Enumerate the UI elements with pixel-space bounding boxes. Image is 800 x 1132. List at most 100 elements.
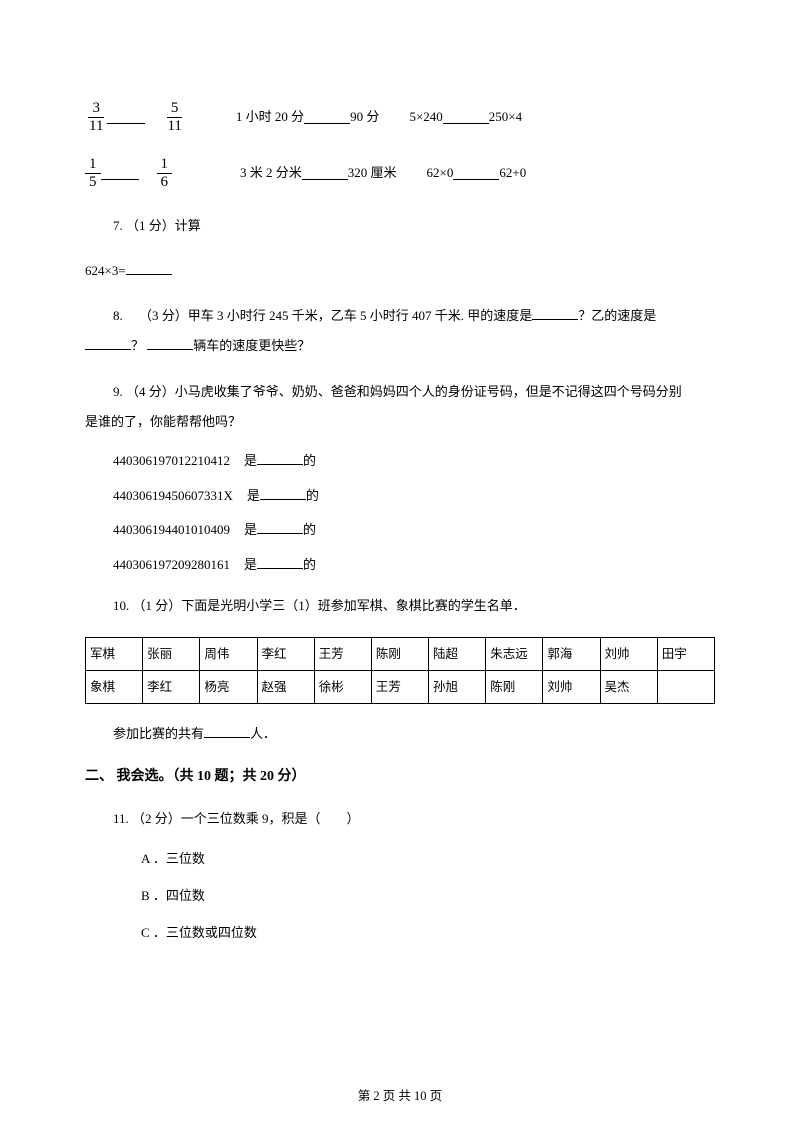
id-pre: 是 — [244, 453, 257, 468]
compare-row-2: 1 5 1 6 3 米 2 分米 320 厘米 62×0 62+0 — [85, 156, 715, 190]
table-cell: 徐彬 — [314, 670, 371, 703]
compare-row-1: 3 11 5 11 1 小时 20 分 90 分 5×240 250×4 — [85, 100, 715, 134]
answer-blank[interactable] — [257, 555, 303, 569]
id-post: 的 — [303, 557, 316, 572]
q9-id-list: 440306197012210412是的44030619450607331X是的… — [85, 451, 715, 576]
answer-blank[interactable] — [147, 336, 193, 350]
question-10: 10. （1 分）下面是光明小学三（1）班参加军棋、象棋比赛的学生名单． — [113, 592, 715, 621]
question-9: 9. （4 分）小马虎收集了爷爷、奶奶、爸爸和妈妈四个人的身份证号码，但是不记得… — [113, 377, 715, 437]
table-cell: 陈刚 — [371, 637, 428, 670]
table-cell — [657, 670, 714, 703]
answer-blank[interactable] — [260, 486, 306, 500]
table-cell: 杨亮 — [200, 670, 257, 703]
denominator: 11 — [163, 118, 185, 135]
answer-blank[interactable] — [126, 261, 172, 275]
id-row: 440306194401010409 是 的 — [113, 520, 715, 541]
len-expr-right: 320 厘米 — [348, 163, 397, 184]
answer-blank[interactable] — [532, 306, 578, 320]
id-pre: 是 — [244, 522, 257, 537]
q7-expression-line: 624×3= — [85, 257, 715, 286]
id-number: 44030619450607331X — [113, 488, 233, 503]
q10-tail-b: 人． — [250, 726, 276, 741]
time-expr-right: 90 分 — [350, 107, 379, 128]
answer-blank[interactable] — [304, 110, 350, 124]
answer-blank[interactable] — [85, 336, 131, 350]
numerator: 1 — [157, 156, 173, 174]
calc-expr-left: 62×0 — [427, 163, 454, 184]
q8-part-b: ？乙的速度是 — [578, 308, 656, 323]
table-cell: 吴杰 — [600, 670, 657, 703]
len-expr-left: 3 米 2 分米 — [240, 163, 302, 184]
id-post: 的 — [306, 488, 319, 503]
q8-part-c: ？ — [131, 338, 144, 353]
table-cell: 象棋 — [86, 670, 143, 703]
id-row: 44030619450607331X 是 的 — [113, 486, 715, 507]
calc-expr-right: 62+0 — [499, 163, 526, 184]
table-cell: 孙旭 — [429, 670, 486, 703]
table-row: 军棋张丽周伟李红王芳陈刚陆超朱志远郭海刘帅田宇 — [86, 637, 715, 670]
answer-blank[interactable] — [107, 110, 145, 124]
id-pre: 是 — [244, 557, 257, 572]
q8-part-a: 8. （3 分）甲车 3 小时行 245 千米，乙车 5 小时行 407 千米.… — [113, 308, 532, 323]
table-cell: 赵强 — [257, 670, 314, 703]
table-cell: 刘帅 — [600, 637, 657, 670]
numerator: 1 — [85, 156, 101, 174]
q7-expression: 624×3= — [85, 263, 126, 278]
section-2-header: 二、 我会选。（共 10 题；共 20 分） — [85, 766, 715, 788]
q9-lead-b: 是谁的了，你能帮帮他吗？ — [85, 414, 241, 429]
question-11: 11. （2 分）一个三位数乘 9，积是（ ） — [113, 805, 715, 834]
table-cell: 王芳 — [314, 637, 371, 670]
mul-expr-left: 5×240 — [409, 107, 442, 128]
id-row: 440306197209280161 是 的 — [113, 555, 715, 576]
id-number: 440306197012210412 — [113, 453, 230, 468]
question-7: 7. （1 分）计算 — [113, 212, 715, 241]
answer-blank[interactable] — [257, 520, 303, 534]
table-cell: 李红 — [257, 637, 314, 670]
q11-option-c[interactable]: C ．三位数或四位数 — [141, 923, 715, 944]
denominator: 11 — [85, 118, 107, 135]
q11-stem: 11. （2 分）一个三位数乘 9，积是（ ） — [113, 811, 360, 826]
table-cell: 张丽 — [143, 637, 200, 670]
id-post: 的 — [303, 522, 316, 537]
q10-tail: 参加比赛的共有 人． — [113, 720, 715, 749]
answer-blank[interactable] — [204, 724, 250, 738]
fraction-1-6: 1 6 — [157, 156, 173, 190]
denominator: 6 — [157, 174, 173, 191]
answer-blank[interactable] — [302, 166, 348, 180]
id-number: 440306194401010409 — [113, 522, 230, 537]
q10-lead: 10. （1 分）下面是光明小学三（1）班参加军棋、象棋比赛的学生名单． — [113, 598, 526, 613]
fraction-1-5: 1 5 — [85, 156, 101, 190]
question-8: 8. （3 分）甲车 3 小时行 245 千米，乙车 5 小时行 407 千米.… — [113, 301, 715, 361]
id-pre: 是 — [247, 488, 260, 503]
id-number: 440306197209280161 — [113, 557, 230, 572]
roster-table: 军棋张丽周伟李红王芳陈刚陆超朱志远郭海刘帅田宇象棋李红杨亮赵强徐彬王芳孙旭陈刚刘… — [85, 637, 715, 704]
q11-option-b[interactable]: B ．四位数 — [141, 886, 715, 907]
table-cell: 陆超 — [429, 637, 486, 670]
q11-option-a[interactable]: A ．三位数 — [141, 849, 715, 870]
q10-tail-a: 参加比赛的共有 — [113, 726, 204, 741]
q7-label: 7. （1 分）计算 — [113, 218, 201, 233]
table-cell: 军棋 — [86, 637, 143, 670]
table-cell: 周伟 — [200, 637, 257, 670]
time-expr-left: 1 小时 20 分 — [236, 107, 304, 128]
table-cell: 李红 — [143, 670, 200, 703]
q9-lead-a: 9. （4 分）小马虎收集了爷爷、奶奶、爸爸和妈妈四个人的身份证号码，但是不记得… — [113, 384, 682, 399]
fraction-5-11: 5 11 — [163, 100, 185, 134]
answer-blank[interactable] — [453, 166, 499, 180]
numerator: 3 — [88, 100, 104, 118]
table-cell: 朱志远 — [486, 637, 543, 670]
table-cell: 田宇 — [657, 637, 714, 670]
id-post: 的 — [303, 453, 316, 468]
table-cell: 郭海 — [543, 637, 600, 670]
table-cell: 王芳 — [371, 670, 428, 703]
table-cell: 刘帅 — [543, 670, 600, 703]
denominator: 5 — [85, 174, 101, 191]
answer-blank[interactable] — [257, 451, 303, 465]
answer-blank[interactable] — [101, 166, 139, 180]
fraction-3-11: 3 11 — [85, 100, 107, 134]
table-cell: 陈刚 — [486, 670, 543, 703]
answer-blank[interactable] — [443, 110, 489, 124]
numerator: 5 — [167, 100, 183, 118]
q8-part-d: 辆车的速度更快些？ — [193, 338, 310, 353]
id-row: 440306197012210412 是 的 — [113, 451, 715, 472]
